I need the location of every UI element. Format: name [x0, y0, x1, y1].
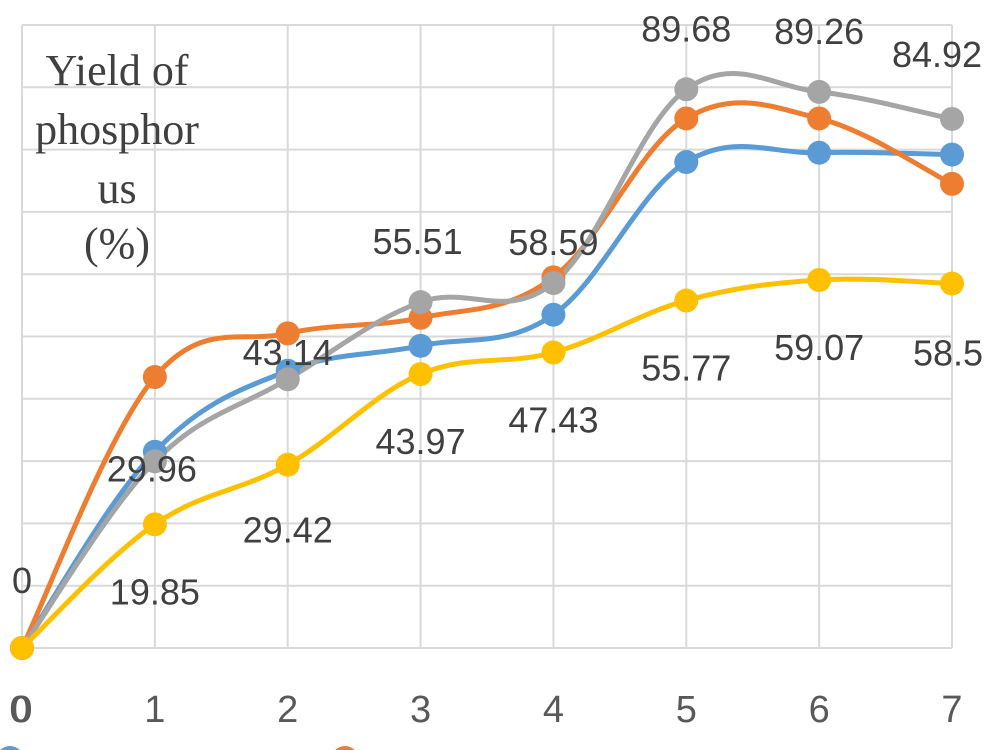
series-2-point	[142, 449, 167, 474]
x-axis-ticks: 0 1 2 3 4 5 6 70	[9, 689, 962, 731]
y-axis-label-line: (%)	[84, 219, 150, 268]
data-label: 55.77	[641, 348, 731, 389]
series-1-point	[674, 106, 699, 131]
data-label: 29.42	[243, 510, 333, 551]
data-label: 55.51	[373, 221, 463, 262]
x-tick-label: 6	[809, 689, 830, 731]
series-3-point	[940, 271, 964, 296]
y-axis-label: Yield of phosphor us (%)	[35, 46, 199, 268]
series-3-point	[807, 267, 832, 292]
legend-partial	[0, 746, 355, 750]
data-label: 84.92	[892, 34, 982, 75]
series-2-point	[940, 106, 964, 131]
series-0-point	[674, 150, 699, 175]
series-0-point	[408, 333, 433, 358]
data-label: 43.97	[376, 421, 466, 462]
data-label: 89.68	[641, 8, 731, 49]
data-label: 19.85	[110, 571, 200, 612]
series-3-point	[275, 452, 300, 477]
data-label: 89.26	[774, 11, 864, 52]
series-3-point	[408, 362, 433, 387]
series-3-point	[142, 512, 167, 537]
series-0-point	[940, 142, 964, 167]
data-labels: 0 29.96 43.14 55.51 58.59 89.68 89.26 84.92 19.8…	[12, 8, 983, 612]
series-1-point	[807, 106, 832, 131]
series-3-point	[10, 636, 34, 660]
series-3-point	[674, 288, 699, 313]
series-2-point	[807, 79, 832, 104]
data-label: 43.14	[243, 332, 333, 373]
x-tick-label: 7	[941, 689, 962, 731]
series-2-point	[408, 290, 433, 315]
x-tick-label: 4	[543, 689, 564, 731]
x-tick-label: 0	[11, 689, 32, 731]
series-1-point	[940, 171, 964, 196]
data-label: 58.59	[508, 222, 598, 263]
series-markers	[10, 77, 964, 660]
y-axis-label-line: phosphor	[35, 105, 199, 154]
x-tick-label: 2	[277, 689, 298, 731]
series-1-point	[142, 364, 167, 389]
series-0-point	[807, 140, 832, 165]
data-label: 58.5	[913, 333, 983, 374]
x-tick-label: 3	[410, 689, 431, 731]
y-axis-label-line: Yield of	[46, 46, 189, 95]
series-0-point	[541, 302, 566, 327]
series-1-point	[275, 321, 300, 346]
data-label: 0	[12, 560, 32, 601]
series-2-point	[275, 367, 300, 392]
series-2-point	[674, 77, 699, 102]
series-2-point	[541, 270, 566, 295]
data-label: 59.07	[774, 327, 864, 368]
x-tick-label: 1	[144, 689, 165, 731]
legend-marker	[0, 746, 20, 750]
x-tick-label: 5	[676, 689, 697, 731]
x-tick-label-overlap: 0	[9, 689, 30, 731]
data-label: 29.96	[107, 448, 197, 489]
legend-marker	[335, 746, 355, 750]
y-axis-label-line: us	[97, 164, 136, 213]
data-label: 47.43	[508, 400, 598, 441]
series-3-point	[541, 340, 566, 365]
